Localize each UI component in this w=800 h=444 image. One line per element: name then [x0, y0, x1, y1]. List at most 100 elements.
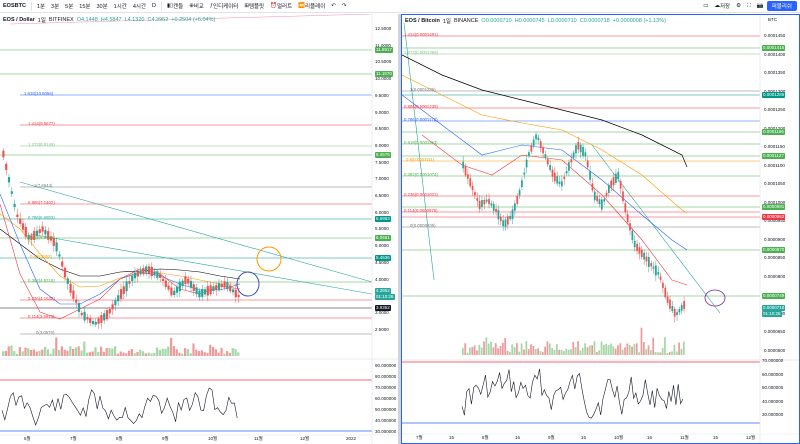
- volume-bar: [133, 353, 136, 356]
- chart-pane-eos-btc[interactable]: EOS / Bitcoin 1일 BINANCE O0.0000710 H0.0…: [401, 14, 800, 444]
- templates-button[interactable]: ⊞ 템플릿: [241, 0, 267, 13]
- volume-bar: [624, 347, 626, 355]
- candle: [103, 313, 106, 321]
- axis-tick-label: 0.0001450: [764, 33, 786, 38]
- time-tick-label: 9월: [548, 435, 555, 440]
- layout-icon: ▭: [703, 3, 709, 9]
- axis-tick-label: 6.0000: [375, 209, 389, 215]
- orange-circle-annotation[interactable]: [256, 246, 282, 272]
- pane-divider[interactable]: [398, 14, 401, 444]
- trendline-descending[interactable]: [591, 144, 721, 314]
- candle: [164, 280, 167, 287]
- purple-ellipse-annotation[interactable]: [704, 289, 726, 307]
- indicators-button[interactable]: ƒ 인디케이터: [207, 0, 241, 13]
- snapshot-button[interactable]: 📷: [754, 0, 767, 13]
- volume-bar: [41, 349, 44, 356]
- volume-bar: [63, 349, 66, 356]
- fib-label: 1.618(10.5056): [24, 91, 54, 96]
- interval-1d[interactable]: D: [152, 3, 157, 9]
- left-symbol[interactable]: EOS / Dollar: [3, 17, 35, 23]
- candle: [2, 150, 5, 158]
- trendline-descending-2[interactable]: [29, 233, 373, 295]
- interval-30m[interactable]: 30분: [96, 4, 108, 10]
- time-tick-label: 8월: [482, 435, 489, 440]
- save-button[interactable]: ☁ 저장: [711, 0, 733, 13]
- replay-button[interactable]: ⏪ 리플레이: [295, 0, 328, 13]
- interval-15m[interactable]: 15분: [79, 4, 91, 10]
- settings-button[interactable]: ⚙: [733, 0, 744, 13]
- chart-pane-eos-usd[interactable]: EOS / Dollar 1일 BITFINEX O4.1448 H4.5847…: [0, 14, 398, 444]
- candle: [21, 223, 25, 230]
- volume-bar: [504, 338, 507, 355]
- volume-bar: [464, 343, 467, 355]
- layout-button[interactable]: ▭: [700, 0, 711, 13]
- trendline-steep[interactable]: [403, 22, 435, 281]
- candles-icon: ▮▯: [167, 3, 174, 9]
- publish-button[interactable]: 퍼블리쉬: [766, 1, 797, 11]
- right-chart-svg[interactable]: [402, 15, 799, 443]
- candle: [662, 282, 664, 288]
- candle: [664, 287, 667, 298]
- axis-tick-label: 0.0001300: [764, 88, 786, 94]
- candle: [86, 317, 89, 320]
- interval-3m[interactable]: 3분: [51, 4, 60, 10]
- interval-5m[interactable]: 5분: [65, 4, 74, 10]
- candle: [633, 240, 636, 248]
- right-symbol[interactable]: EOS / Bitcoin: [405, 18, 440, 24]
- ma-red: [421, 134, 688, 286]
- ma-blue: [402, 94, 688, 251]
- left-high: H4.5847: [100, 17, 122, 23]
- fib-label: 1.272(0.0001399): [404, 50, 438, 55]
- candle: [47, 231, 50, 240]
- candle: [189, 280, 193, 288]
- left-chart-svg[interactable]: [0, 14, 398, 444]
- volume-bar: [657, 352, 659, 355]
- candle: [645, 256, 648, 262]
- candle: [170, 287, 173, 296]
- candle: [69, 283, 72, 293]
- axis-tick-label: 8.5000: [375, 126, 389, 132]
- symbol-search[interactable]: EOSBTC: [3, 3, 26, 9]
- axis-tick-label: 0.0000800: [764, 273, 786, 279]
- volume-bar: [77, 346, 80, 356]
- fib-label: 0.236(0.0001021): [404, 192, 438, 197]
- interval-1h[interactable]: 1시간: [113, 4, 127, 10]
- fullscreen-button[interactable]: ⛶: [744, 0, 754, 13]
- candle: [575, 145, 577, 154]
- volume-bar: [223, 353, 226, 356]
- toolbar-right: ▭ ☁ 저장 ⚙ ⛶ 📷 퍼블리쉬: [700, 0, 800, 13]
- alert-button[interactable]: ⏰ 얼러트: [267, 0, 295, 13]
- countdown-badge: 01:10:26: [762, 311, 782, 317]
- volume-bar: [471, 346, 474, 355]
- right-legend: EOS / Bitcoin 1일 BINANCE O0.0000710 H0.0…: [405, 17, 666, 25]
- interval-4h[interactable]: 4시간: [132, 4, 147, 10]
- volume-bar: [21, 351, 24, 356]
- candle: [608, 184, 610, 193]
- axis-tick-label: 90.000000: [375, 363, 397, 368]
- currency-label[interactable]: BTC: [768, 17, 777, 22]
- candle: [504, 219, 507, 227]
- undo-button[interactable]: ↶: [328, 0, 339, 13]
- plot-area: [402, 15, 760, 443]
- interval-1m[interactable]: 1분: [36, 4, 46, 10]
- blue-circle-annotation[interactable]: [236, 271, 260, 297]
- candle: [626, 214, 629, 223]
- volume-bar: [214, 349, 217, 356]
- axis-tick-label: 50.000000: [762, 385, 784, 390]
- trendline-upper[interactable]: [9, 14, 373, 25]
- redo-button[interactable]: ↷: [339, 0, 350, 13]
- volume-bar: [153, 352, 156, 356]
- volume-bar: [652, 337, 655, 355]
- compare-button[interactable]: ⊕ 비교: [186, 0, 207, 13]
- candle: [27, 234, 30, 240]
- candle: [530, 145, 533, 152]
- fib-label: 1.414(9.5677): [28, 121, 55, 126]
- trendline-descending[interactable]: [19, 181, 373, 283]
- volume-bar: [560, 349, 563, 355]
- candle: [206, 286, 209, 296]
- axis-tick-label: 6.5000: [375, 193, 389, 198]
- right-volume: [462, 327, 685, 355]
- candle-type-button[interactable]: ▮▯ 캔들: [164, 0, 186, 13]
- volume-bar: [638, 352, 640, 355]
- volume-bar: [490, 341, 492, 355]
